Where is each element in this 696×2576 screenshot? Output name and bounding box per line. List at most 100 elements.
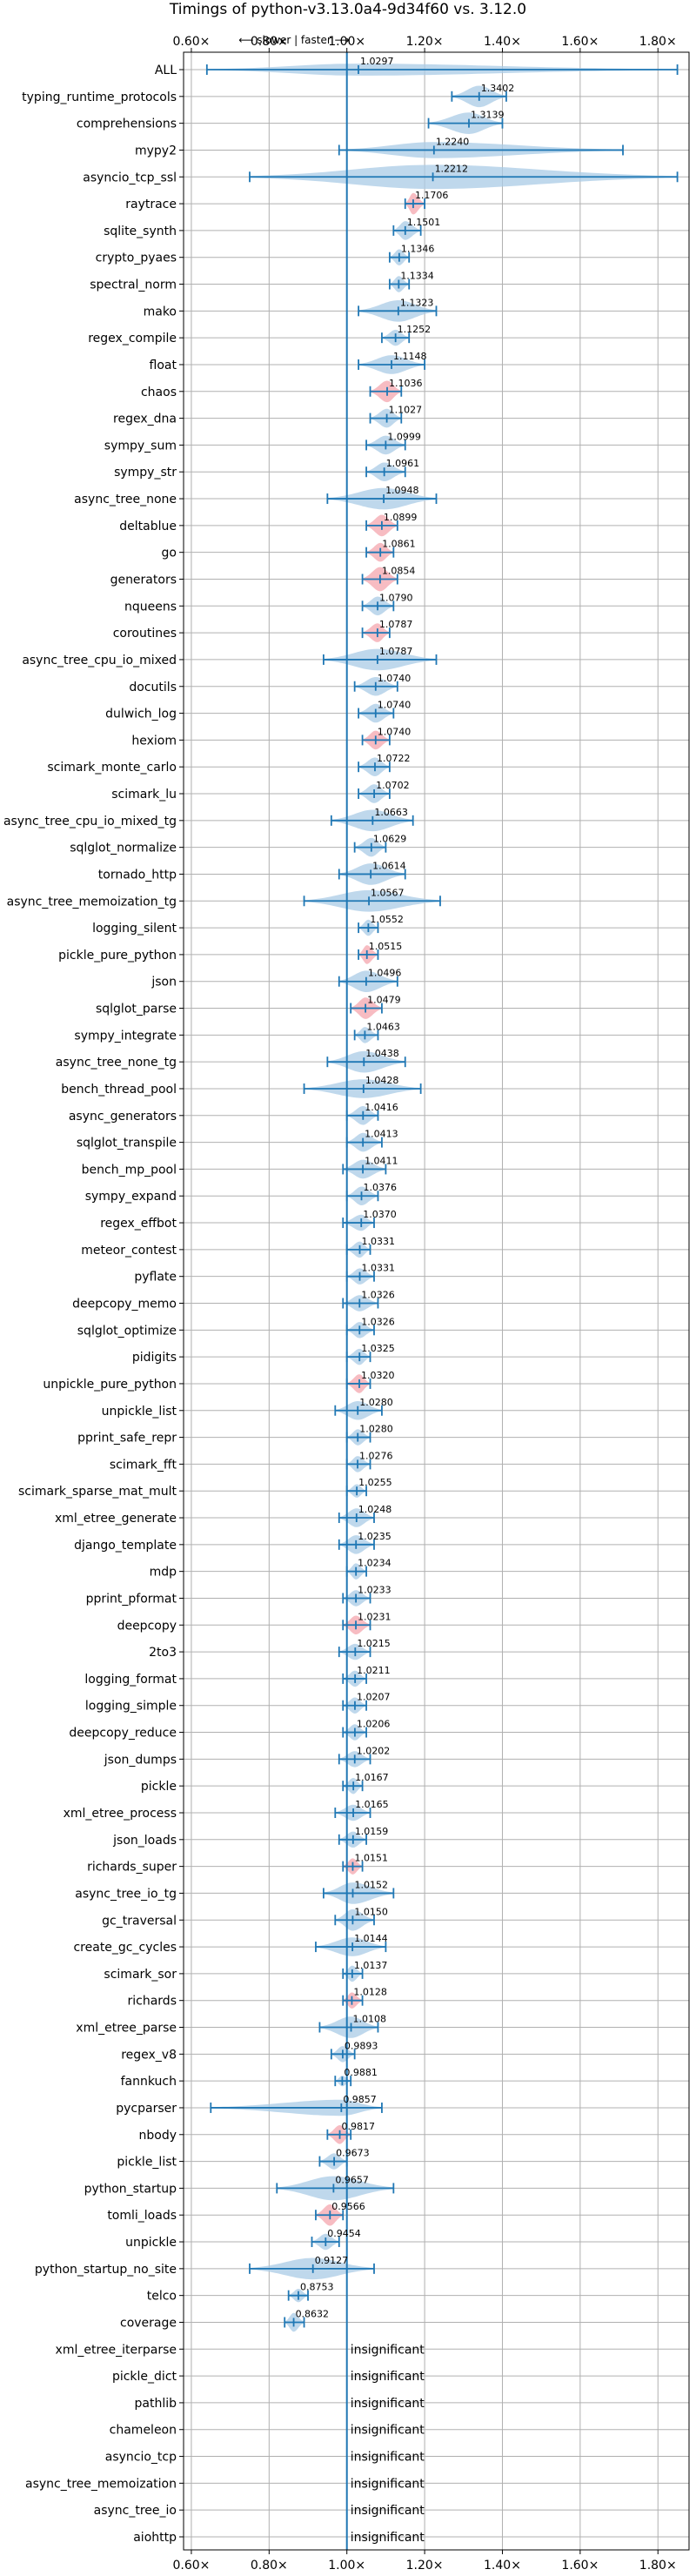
violin-xml_etree_generate xyxy=(338,1508,375,1527)
value-label: 1.1148 xyxy=(393,351,427,362)
category-label: logging_simple xyxy=(85,1700,177,1714)
value-label: 1.0206 xyxy=(357,1719,391,1730)
insignificant-label: insignificant xyxy=(351,2477,425,2491)
category-label: pidigits xyxy=(132,1351,177,1365)
value-label: 1.0787 xyxy=(379,619,413,630)
violin-create_gc_cycles xyxy=(315,1937,387,1956)
violin-deltablue xyxy=(365,514,398,537)
violin-async_tree_io_tg xyxy=(322,1882,395,1904)
value-label: 1.0137 xyxy=(354,1960,388,1971)
violin-asyncio_tcp_ssl xyxy=(249,164,679,190)
violin-scimark_monte_carlo xyxy=(358,757,391,776)
category-label: sympy_str xyxy=(114,466,177,480)
value-label: 1.0325 xyxy=(361,1343,395,1354)
violin-python_startup_no_site xyxy=(249,2257,375,2280)
violin-coroutines xyxy=(361,623,391,642)
value-label: 1.0999 xyxy=(387,431,421,442)
value-label: 1.0854 xyxy=(382,565,416,576)
value-label: 1.0248 xyxy=(358,1504,392,1515)
grid-layer xyxy=(184,52,689,2550)
insignificant-label: insignificant xyxy=(351,2370,425,2384)
category-label: python_startup xyxy=(84,2182,177,2196)
category-label: sympy_integrate xyxy=(74,1029,177,1043)
category-label: meteor_contest xyxy=(81,1244,177,1258)
x-tick-label-top: 1.80× xyxy=(639,35,677,49)
category-label: async_tree_none_tg xyxy=(56,1056,177,1070)
category-label: 2to3 xyxy=(149,1646,177,1660)
category-label: ALL xyxy=(155,64,177,77)
category-label: telco xyxy=(147,2290,177,2304)
chart-title: Timings of python-v3.13.0a4-9d34f60 vs. … xyxy=(169,1,526,18)
value-label: 1.0702 xyxy=(376,780,410,791)
value-label: 1.0370 xyxy=(363,1209,397,1220)
violin-crypto_pyaes xyxy=(388,249,411,265)
category-label: json xyxy=(151,976,177,989)
category-label: sqlglot_parse xyxy=(96,1003,177,1016)
category-label: xml_etree_iterparse xyxy=(56,2343,177,2357)
value-label: 1.1323 xyxy=(400,297,434,308)
category-label: pprint_pformat xyxy=(86,1592,177,1606)
category-label: richards_super xyxy=(87,1861,177,1875)
violin-scimark_lu xyxy=(358,784,391,803)
category-label: gc_traversal xyxy=(102,1914,177,1928)
violin-typing_runtime_protocols xyxy=(451,85,507,108)
category-label: regex_dna xyxy=(113,413,177,426)
value-label: 1.0331 xyxy=(362,1236,396,1247)
category-label: mako xyxy=(144,305,177,319)
value-label: 1.0255 xyxy=(358,1477,392,1488)
violin-logging_silent xyxy=(358,919,379,936)
category-label: bench_mp_pool xyxy=(82,1163,177,1177)
value-label: 1.0722 xyxy=(377,753,411,764)
category-label: pickle xyxy=(141,1780,177,1794)
violin-hexiom xyxy=(361,730,391,750)
value-label: 1.0790 xyxy=(379,592,413,603)
value-label: 0.9893 xyxy=(345,2040,378,2051)
value-label: 0.8632 xyxy=(296,2308,330,2319)
value-label: 0.9673 xyxy=(336,2148,370,2159)
value-label: 1.0413 xyxy=(365,1129,398,1140)
category-label: bench_thread_pool xyxy=(61,1083,177,1097)
category-label: json_loads xyxy=(112,1834,177,1848)
value-label: 1.0787 xyxy=(379,646,413,657)
value-label: 1.0740 xyxy=(378,700,412,711)
category-label: deepcopy_reduce xyxy=(69,1727,177,1741)
value-label: 0.9857 xyxy=(343,2094,377,2105)
violin-dulwich_log xyxy=(358,703,395,723)
category-label: asyncio_tcp xyxy=(105,2451,177,2465)
value-label: 1.1501 xyxy=(407,217,441,228)
value-label: 1.0411 xyxy=(365,1155,398,1166)
value-label: 1.0297 xyxy=(360,56,394,67)
value-label: 1.0215 xyxy=(357,1638,391,1649)
violin-bench_thread_pool xyxy=(303,1079,422,1098)
category-label: tornado_http xyxy=(98,868,177,882)
value-label: 1.1334 xyxy=(400,271,434,282)
violin-sympy_str xyxy=(365,462,406,481)
value-label: 1.0629 xyxy=(373,834,407,845)
violin-pickle_pure_python xyxy=(358,945,379,964)
category-label: create_gc_cycles xyxy=(73,1941,177,1955)
value-label: 1.0234 xyxy=(358,1558,392,1569)
category-label: async_tree_memoization xyxy=(25,2477,177,2491)
category-label: mypy2 xyxy=(135,144,177,158)
x-tick-label-top: 0.80× xyxy=(251,35,288,49)
insignificant-label: insignificant xyxy=(351,2451,425,2465)
value-label: 1.2212 xyxy=(435,163,469,174)
category-label: raytrace xyxy=(125,198,177,211)
value-label: 1.0438 xyxy=(365,1048,399,1059)
violin-float xyxy=(358,355,425,374)
value-label: 1.0416 xyxy=(365,1102,398,1113)
violin-coverage xyxy=(284,2312,305,2332)
axis-layer: 0.60× 0.60× 0.80× 0.80× 1.00× 1.00× 1.20× 1.20×… xyxy=(3,35,677,2573)
value-label: 1.0899 xyxy=(384,512,418,523)
violin-richards_super xyxy=(342,1858,364,1875)
violin-xml_etree_process xyxy=(334,1804,371,1821)
violin-json xyxy=(338,970,398,992)
category-label: scimark_sor xyxy=(104,1968,177,1982)
violin-async_tree_cpu_io_mixed xyxy=(322,648,438,671)
category-label: pprint_safe_repr xyxy=(77,1432,177,1446)
category-label: async_tree_cpu_io_mixed xyxy=(22,654,177,667)
category-label: chaos xyxy=(141,386,177,399)
violin-regex_dna xyxy=(369,408,403,428)
value-label: 1.0159 xyxy=(355,1826,389,1837)
category-label: xml_etree_parse xyxy=(76,2022,177,2036)
